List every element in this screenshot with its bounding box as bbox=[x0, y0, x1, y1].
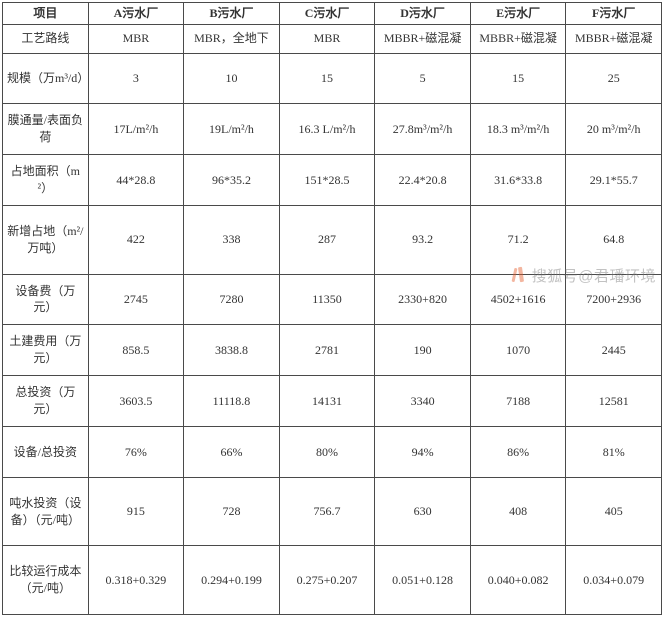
comparison-table-container: 项目 A污水厂 B污水厂 C污水厂 D污水厂 E污水厂 F污水厂 工艺路线MBR… bbox=[0, 0, 664, 617]
table-cell: 405 bbox=[566, 477, 662, 546]
table-cell: MBBR+磁混凝 bbox=[375, 24, 471, 53]
table-cell: MBR，全地下 bbox=[184, 24, 280, 53]
row-label: 规模（万m³/d） bbox=[3, 53, 89, 104]
table-cell: 5 bbox=[375, 53, 471, 104]
table-cell: 0.040+0.082 bbox=[470, 546, 566, 615]
row-label: 比较运行成本（元/吨） bbox=[3, 546, 89, 615]
table-cell: 12581 bbox=[566, 376, 662, 427]
table-cell: 190 bbox=[375, 325, 471, 376]
row-label: 膜通量/表面负荷 bbox=[3, 104, 89, 155]
table-cell: 71.2 bbox=[470, 206, 566, 275]
row-label: 工艺路线 bbox=[3, 24, 89, 53]
table-cell: 7188 bbox=[470, 376, 566, 427]
table-cell: 64.8 bbox=[566, 206, 662, 275]
table-cell: 0.318+0.329 bbox=[88, 546, 184, 615]
table-cell: 17L/m²/h bbox=[88, 104, 184, 155]
table-cell: 0.275+0.207 bbox=[279, 546, 375, 615]
table-cell: 18.3 m³/m²/h bbox=[470, 104, 566, 155]
table-cell: 25 bbox=[566, 53, 662, 104]
col-header: C污水厂 bbox=[279, 3, 375, 25]
col-header: E污水厂 bbox=[470, 3, 566, 25]
row-label: 吨水投资（设备）（元/吨） bbox=[3, 477, 89, 546]
table-cell: 2781 bbox=[279, 325, 375, 376]
table-row: 规模（万m³/d）3101551525 bbox=[3, 53, 662, 104]
table-cell: 15 bbox=[470, 53, 566, 104]
table-cell: 93.2 bbox=[375, 206, 471, 275]
table-cell: 76% bbox=[88, 427, 184, 478]
table-cell: 15 bbox=[279, 53, 375, 104]
table-cell: 630 bbox=[375, 477, 471, 546]
col-header: A污水厂 bbox=[88, 3, 184, 25]
table-cell: 14131 bbox=[279, 376, 375, 427]
table-cell: 19L/m²/h bbox=[184, 104, 280, 155]
table-cell: 29.1*55.7 bbox=[566, 155, 662, 206]
table-cell: 0.034+0.079 bbox=[566, 546, 662, 615]
table-cell: 20 m³/m²/h bbox=[566, 104, 662, 155]
table-cell: MBBR+磁混凝 bbox=[470, 24, 566, 53]
table-cell: 81% bbox=[566, 427, 662, 478]
table-cell: 22.4*20.8 bbox=[375, 155, 471, 206]
table-cell: 7200+2936 bbox=[566, 274, 662, 325]
table-cell: MBBR+磁混凝 bbox=[566, 24, 662, 53]
table-cell: 31.6*33.8 bbox=[470, 155, 566, 206]
table-body: 工艺路线MBRMBR，全地下MBRMBBR+磁混凝MBBR+磁混凝MBBR+磁混… bbox=[3, 24, 662, 614]
table-cell: 0.051+0.128 bbox=[375, 546, 471, 615]
table-cell: 11350 bbox=[279, 274, 375, 325]
table-cell: 27.8m³/m²/h bbox=[375, 104, 471, 155]
table-cell: 94% bbox=[375, 427, 471, 478]
row-label: 土建费用（万元） bbox=[3, 325, 89, 376]
table-cell: 3340 bbox=[375, 376, 471, 427]
table-cell: 858.5 bbox=[88, 325, 184, 376]
row-label: 设备费（万元） bbox=[3, 274, 89, 325]
table-cell: 2745 bbox=[88, 274, 184, 325]
comparison-table: 项目 A污水厂 B污水厂 C污水厂 D污水厂 E污水厂 F污水厂 工艺路线MBR… bbox=[2, 2, 662, 615]
table-cell: 728 bbox=[184, 477, 280, 546]
table-row: 吨水投资（设备）（元/吨）915728756.7630408405 bbox=[3, 477, 662, 546]
table-row: 设备/总投资76%66%80%94%86%81% bbox=[3, 427, 662, 478]
table-row: 新增占地（m²/万吨）42233828793.271.264.8 bbox=[3, 206, 662, 275]
table-cell: 7280 bbox=[184, 274, 280, 325]
table-cell: 16.3 L/m²/h bbox=[279, 104, 375, 155]
table-cell: 3 bbox=[88, 53, 184, 104]
table-cell: 151*28.5 bbox=[279, 155, 375, 206]
table-row: 设备费（万元）27457280113502330+8204502+1616720… bbox=[3, 274, 662, 325]
table-cell: 408 bbox=[470, 477, 566, 546]
table-header-row: 项目 A污水厂 B污水厂 C污水厂 D污水厂 E污水厂 F污水厂 bbox=[3, 3, 662, 25]
table-cell: 44*28.8 bbox=[88, 155, 184, 206]
col-header: 项目 bbox=[3, 3, 89, 25]
col-header: B污水厂 bbox=[184, 3, 280, 25]
table-row: 膜通量/表面负荷17L/m²/h19L/m²/h16.3 L/m²/h27.8m… bbox=[3, 104, 662, 155]
table-cell: 2445 bbox=[566, 325, 662, 376]
table-cell: 3838.8 bbox=[184, 325, 280, 376]
table-cell: 86% bbox=[470, 427, 566, 478]
table-cell: 3603.5 bbox=[88, 376, 184, 427]
table-cell: 80% bbox=[279, 427, 375, 478]
table-row: 总投资（万元）3603.511118.8141313340718812581 bbox=[3, 376, 662, 427]
table-cell: 287 bbox=[279, 206, 375, 275]
table-row: 工艺路线MBRMBR，全地下MBRMBBR+磁混凝MBBR+磁混凝MBBR+磁混… bbox=[3, 24, 662, 53]
col-header: D污水厂 bbox=[375, 3, 471, 25]
table-cell: 0.294+0.199 bbox=[184, 546, 280, 615]
row-label: 新增占地（m²/万吨） bbox=[3, 206, 89, 275]
table-cell: 422 bbox=[88, 206, 184, 275]
table-cell: 96*35.2 bbox=[184, 155, 280, 206]
table-cell: 11118.8 bbox=[184, 376, 280, 427]
row-label: 占地面积（m²） bbox=[3, 155, 89, 206]
table-cell: 756.7 bbox=[279, 477, 375, 546]
row-label: 设备/总投资 bbox=[3, 427, 89, 478]
row-label: 总投资（万元） bbox=[3, 376, 89, 427]
table-cell: 1070 bbox=[470, 325, 566, 376]
table-row: 占地面积（m²）44*28.896*35.2151*28.522.4*20.83… bbox=[3, 155, 662, 206]
table-cell: 4502+1616 bbox=[470, 274, 566, 325]
table-cell: 10 bbox=[184, 53, 280, 104]
table-cell: 338 bbox=[184, 206, 280, 275]
table-cell: 2330+820 bbox=[375, 274, 471, 325]
table-cell: MBR bbox=[88, 24, 184, 53]
col-header: F污水厂 bbox=[566, 3, 662, 25]
table-cell: 66% bbox=[184, 427, 280, 478]
table-row: 土建费用（万元）858.53838.8278119010702445 bbox=[3, 325, 662, 376]
table-cell: MBR bbox=[279, 24, 375, 53]
table-row: 比较运行成本（元/吨）0.318+0.3290.294+0.1990.275+0… bbox=[3, 546, 662, 615]
table-cell: 915 bbox=[88, 477, 184, 546]
